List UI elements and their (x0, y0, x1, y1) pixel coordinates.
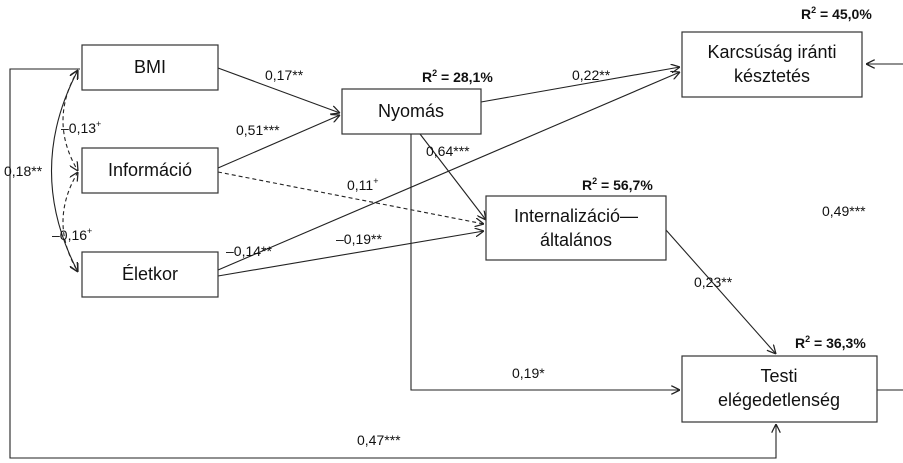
node-internalizacio-label-2: általános (540, 230, 612, 250)
node-informacio: Információ (81, 147, 219, 194)
paths (9, 64, 903, 459)
path-bmi-nyomas (217, 67, 340, 113)
node-bmi: BMI (81, 44, 219, 91)
coef-cov-bmi-eletkor: 0,18** (4, 163, 43, 179)
coef-cov-bmi-info: –0,13+ (61, 119, 101, 136)
coef-eletkor-karcsusag: –0,14** (226, 243, 272, 259)
node-karcsusag-label-2: késztetés (734, 66, 810, 86)
coef-nyomas-internalizacio: 0,64*** (426, 143, 470, 159)
coef-nyomas-karcsusag: 0,22** (572, 67, 611, 83)
coef-eletkor-internalizacio: –0,19** (336, 231, 382, 247)
path-eletkor-karcsusag (217, 72, 680, 271)
node-internalizacio-label-1: Internalizáció— (514, 206, 638, 226)
node-eletkor-label: Életkor (122, 264, 178, 284)
coef-eletkor-testi: 0,47*** (357, 432, 401, 448)
node-karcsusag-label-1: Karcsúság iránti (707, 42, 836, 62)
r2-nyomas: R2 = 28,1% (422, 68, 493, 85)
node-nyomas-label: Nyomás (378, 101, 444, 121)
r2-testi: R2 = 36,3% (795, 334, 866, 351)
path-info-internalizacio (217, 171, 484, 224)
node-testi-label-2: elégedetlenség (718, 390, 840, 410)
coef-cov-info-eletkor: –0,16+ (52, 226, 92, 243)
node-testi: Testi elégedetlenség (681, 355, 878, 423)
node-nyomas: Nyomás (341, 88, 482, 135)
cov-info-eletkor (62, 172, 78, 272)
coef-info-internalizacio: 0,11+ (347, 176, 378, 193)
path-info-nyomas (217, 115, 340, 169)
coef-bmi-nyomas: 0,17** (265, 67, 304, 83)
node-karcsusag: Karcsúság iránti késztetés (681, 31, 863, 98)
path-eletkor-internalizacio (217, 231, 484, 277)
path-nyomas-karcsusag (480, 67, 680, 103)
coef-testi-karcsusag: 0,49*** (822, 203, 866, 219)
coef-info-nyomas: 0,51*** (236, 122, 280, 138)
path-nyomas-internalizacio (419, 133, 486, 220)
path-internalizacio-testi (665, 229, 776, 354)
r2-karcsusag: R2 = 45,0% (801, 5, 872, 22)
coef-internalizacio-testi: 0,23** (694, 274, 733, 290)
path-eletkor-testi (9, 68, 776, 459)
node-internalizacio: Internalizáció— általános (485, 195, 667, 261)
r2-internalizacio: R2 = 56,7% (582, 176, 653, 193)
node-testi-label-1: Testi (760, 366, 797, 386)
coef-nyomas-testi: 0,19* (512, 365, 545, 381)
path-nyomas-testi (410, 134, 680, 390)
node-eletkor: Életkor (81, 251, 219, 298)
node-informacio-label: Információ (108, 160, 192, 180)
node-bmi-label: BMI (134, 57, 166, 77)
